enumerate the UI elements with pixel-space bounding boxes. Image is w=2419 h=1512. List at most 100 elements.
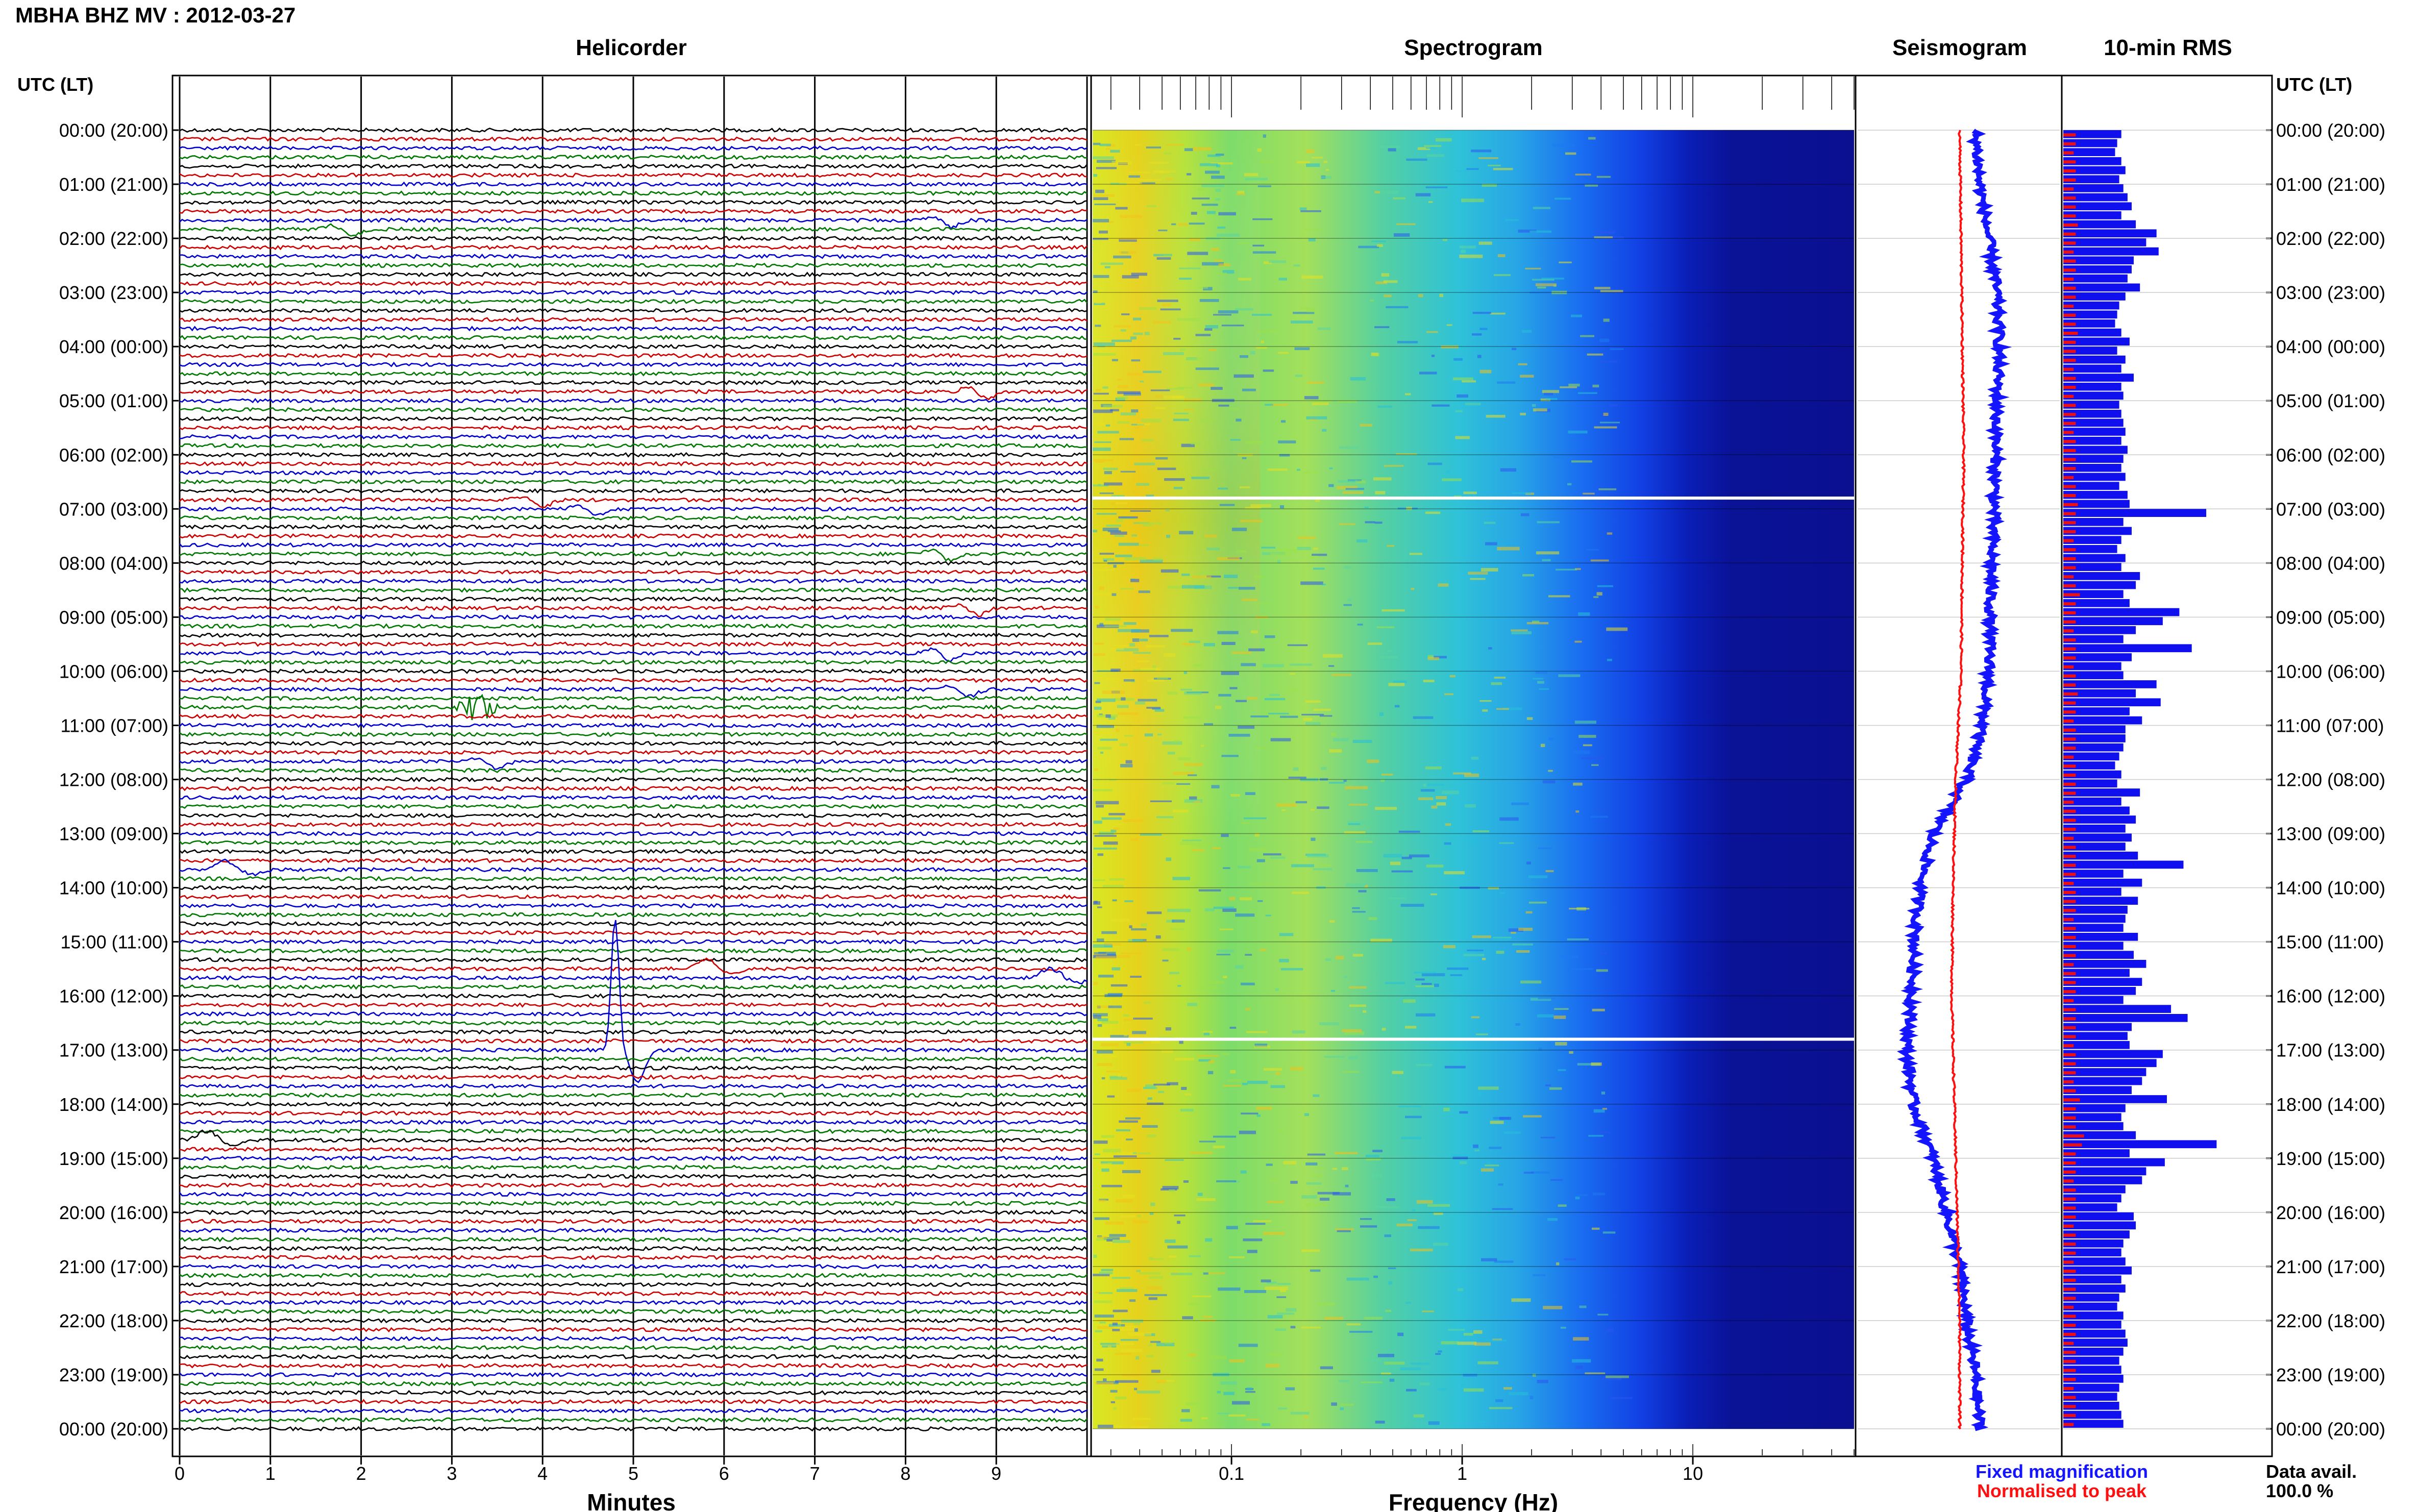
spectrogram-texture [1122, 1374, 1139, 1376]
spectrogram-texture [1460, 1161, 1467, 1164]
spectrogram-texture [1093, 1015, 1101, 1019]
spectrogram-texture [1473, 1330, 1483, 1334]
spectrogram-texture [1609, 1397, 1633, 1399]
spectrogram-texture [1235, 913, 1255, 917]
spectrogram-texture [1238, 726, 1255, 729]
spectrogram-texture [1345, 1184, 1349, 1187]
rms-bar-fixed [2063, 1420, 2124, 1428]
spectrogram-texture [1183, 409, 1194, 411]
spectrogram-texture [1279, 454, 1290, 457]
spectrogram-texture [1321, 583, 1326, 586]
helicorder-trace [179, 1399, 1088, 1405]
spectrogram-texture [1329, 920, 1335, 923]
frequency-ticks: 0.1 1 10 [1219, 1456, 1703, 1484]
spectrogram-texture [1129, 1299, 1136, 1302]
spectrogram-texture [1385, 982, 1405, 984]
spectrogram-texture [1119, 251, 1136, 254]
spectrogram-texture [1270, 738, 1291, 741]
rms-bar-normalised [2063, 1134, 2084, 1138]
rms-bar-normalised [2063, 295, 2076, 299]
spectrogram-texture [1211, 1356, 1227, 1359]
rms-bar-normalised [2063, 764, 2076, 768]
spectrogram-texture [1419, 371, 1437, 375]
spectrogram-texture [1151, 1370, 1161, 1373]
hour-label-right: 20:00 (16:00) [2276, 1202, 2385, 1223]
spectrogram-texture [1172, 877, 1191, 880]
spectrogram-texture [1146, 1355, 1154, 1357]
spectrogram-texture [1308, 238, 1316, 242]
helicorder-trace [179, 1300, 1088, 1306]
spectrogram-texture [1147, 205, 1156, 207]
spectrogram-texture [1342, 1167, 1348, 1171]
spectrogram-texture [1218, 1287, 1241, 1291]
spectrogram-texture [1434, 656, 1447, 659]
spectrogram-texture [1240, 897, 1252, 901]
legend-normalised-to-peak: Normalised to peak [1977, 1480, 2147, 1501]
spectrogram-texture [1442, 239, 1448, 241]
spectrogram-texture [1391, 870, 1413, 873]
rms-bar-normalised [2063, 755, 2074, 759]
spectrogram-texture [1190, 1152, 1213, 1154]
helicorder-trace [179, 1192, 1088, 1197]
spectrogram-texture [1250, 883, 1273, 885]
spectrogram-texture [1328, 782, 1345, 784]
spectrogram-texture [1317, 327, 1331, 330]
helicorder-trace [179, 993, 1088, 999]
spectrogram-texture [1122, 275, 1139, 279]
spectrogram-texture [1478, 1086, 1499, 1090]
spectrogram-texture [1366, 1158, 1381, 1161]
spectrogram-texture [1304, 396, 1319, 400]
minute-tick-label: 9 [991, 1463, 1001, 1484]
spectrogram-texture [1241, 1112, 1258, 1114]
spectrogram-texture [1241, 822, 1250, 825]
spectrogram-texture [1174, 1058, 1194, 1061]
rms-bar-normalised [2063, 1044, 2074, 1048]
spectrogram-texture [1401, 856, 1412, 859]
rms-bar-normalised [2063, 539, 2074, 542]
spectrogram-texture [1367, 759, 1379, 763]
rms-bar-normalised [2063, 1206, 2076, 1210]
spectrogram-texture [1123, 1041, 1144, 1044]
rms-bar-fixed [2063, 770, 2121, 779]
spectrogram-texture [1518, 928, 1533, 931]
spectrogram-texture [1099, 1272, 1113, 1275]
helicorder-trace [179, 136, 1088, 142]
spectrogram-texture [1113, 564, 1117, 568]
spectrogram-texture [1123, 679, 1135, 682]
spectrogram-texture [1107, 1346, 1112, 1349]
spectrogram-texture [1396, 453, 1417, 455]
spectrogram-texture [1254, 603, 1270, 605]
rms-bar-normalised [2063, 1233, 2076, 1237]
spectrogram-texture [1113, 1407, 1117, 1410]
rms-bar-normalised [2063, 1026, 2076, 1030]
spectrogram-texture [1146, 707, 1161, 709]
rms-bar-normalised [2063, 747, 2076, 750]
spectrogram-texture [1208, 939, 1215, 941]
spectrogram-texture [1459, 1111, 1468, 1114]
spectrogram-texture [1245, 1223, 1266, 1225]
helicorder-trace [179, 603, 1088, 617]
spectrogram-texture [1601, 1377, 1622, 1381]
spectrogram-texture [1494, 677, 1506, 679]
spectrogram-texture [1553, 456, 1563, 459]
spectrogram-texture [1569, 1051, 1573, 1054]
spectrogram-texture [1170, 928, 1184, 930]
spectrogram-texture [1427, 783, 1445, 786]
rms-bar-fixed [2063, 1275, 2121, 1284]
hour-label-right: 09:00 (05:00) [2276, 607, 2385, 628]
spectrogram-texture [1325, 958, 1331, 961]
spectrogram-texture [1138, 699, 1157, 702]
spectrogram-texture [1434, 983, 1439, 987]
spectrogram-texture [1538, 1047, 1542, 1051]
spectrogram-texture [1594, 426, 1617, 429]
helicorder-trace [179, 876, 1088, 882]
spectrogram-texture [1596, 176, 1611, 178]
rms-bar-fixed [2063, 1383, 2119, 1392]
helicorder-trace [179, 632, 1088, 638]
spectrogram-texture [1145, 1084, 1156, 1087]
spectrogram-texture [1443, 945, 1455, 949]
spectrogram-texture [1412, 1209, 1416, 1211]
spectrogram-texture [1364, 506, 1369, 508]
spectrogram-texture [1508, 928, 1523, 932]
spectrogram-texture [1540, 398, 1550, 402]
